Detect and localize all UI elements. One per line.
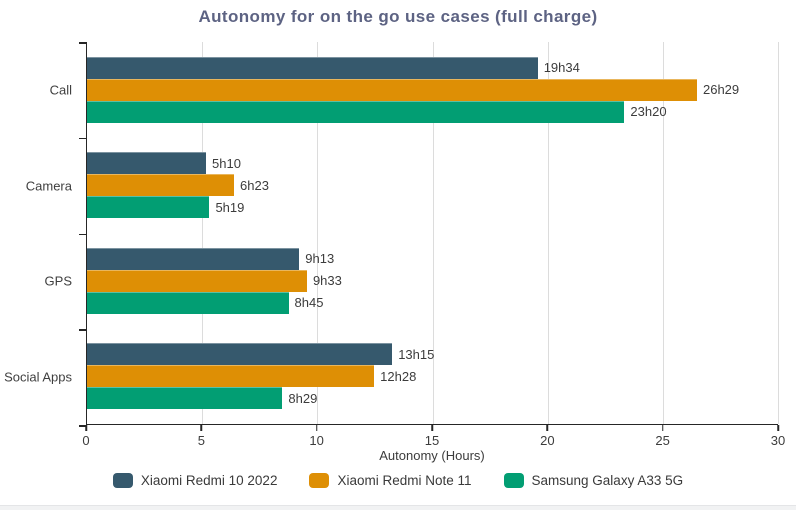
x-tick-label: 5 [197, 433, 205, 448]
bar-row: 9h33 [87, 269, 778, 292]
bar [87, 291, 289, 314]
bar-value-label: 12h28 [380, 368, 417, 384]
plot-area: 19h34 26h29 23h20 5h10 6h23 5h19 9h13 9h33 8h45 1… [86, 42, 779, 425]
category-label: Call [49, 82, 72, 98]
bar-row: 5h10 [87, 152, 778, 175]
bar [87, 343, 393, 366]
bar-row: 26h29 [87, 78, 778, 101]
x-axis-title: Autonomy (Hours) [379, 448, 485, 463]
x-axis-tick-mark [777, 425, 779, 431]
category-label: Social Apps [4, 369, 72, 385]
bar-row: 9h13 [87, 247, 778, 270]
bar-value-label: 8h29 [288, 390, 318, 406]
bar [87, 247, 300, 270]
bar-group-camera: 5h10 6h23 5h19 [87, 138, 778, 234]
x-axis-tick-mark [546, 425, 549, 431]
x-tick-label: 15 [424, 433, 440, 448]
bar [87, 56, 538, 79]
y-axis-tick-mark [79, 137, 86, 140]
bar-value-label: 8h45 [294, 295, 324, 311]
bar-row: 19h34 [87, 56, 778, 79]
bar-groups-container: 19h34 26h29 23h20 5h10 6h23 5h19 9h13 9h33 8h45 1… [87, 42, 778, 424]
gridline [202, 42, 204, 424]
bar-row: 23h20 [87, 100, 778, 123]
bar [87, 365, 375, 388]
bar [87, 196, 210, 219]
x-axis-tick-mark [431, 425, 433, 431]
x-tick-label: 20 [540, 433, 555, 448]
gridline [432, 42, 434, 424]
legend-swatch-icon [112, 473, 133, 488]
legend-label: Samsung Galaxy A33 5G [531, 473, 684, 488]
gridline [778, 42, 779, 424]
bar-value-label: 13h15 [398, 346, 435, 362]
y-axis-tick-mark [79, 233, 86, 235]
legend-item-samsung-galaxy-a33-5g[interactable]: Samsung Galaxy A33 5G [503, 473, 684, 488]
bar-value-label: 5h10 [212, 155, 241, 171]
x-tick-label: 10 [309, 433, 324, 448]
gridline [317, 42, 319, 424]
bar-row: 8h29 [87, 387, 778, 410]
bar-row: 13h15 [87, 343, 778, 366]
legend-label: Xiaomi Redmi Note 11 [337, 473, 472, 488]
bar [87, 100, 625, 123]
bar-value-label: 19h34 [543, 60, 580, 76]
bar [87, 387, 283, 410]
gridline [662, 42, 664, 424]
legend-label: Xiaomi Redmi 10 2022 [140, 473, 278, 488]
bar-row: 6h23 [87, 174, 778, 197]
category-label: Camera [25, 178, 72, 194]
bar-group-gps: 9h13 9h33 8h45 [87, 233, 778, 329]
x-axis-tick-mark [200, 425, 203, 431]
bar-value-label: 5h19 [215, 199, 245, 215]
legend: Xiaomi Redmi 10 2022 Xiaomi Redmi Note 11… [0, 473, 796, 488]
x-tick-label: 0 [82, 433, 90, 448]
legend-item-xiaomi-redmi-note-11[interactable]: Xiaomi Redmi Note 11 [309, 473, 472, 488]
y-axis-tick-mark [79, 425, 86, 427]
y-axis-tick-mark [79, 329, 86, 331]
bar-value-label: 6h23 [240, 177, 269, 193]
x-tick-label: 25 [655, 433, 670, 448]
bar-row: 12h28 [87, 365, 778, 388]
x-tick-label: 30 [770, 433, 786, 448]
x-axis-tick-mark [315, 425, 318, 431]
category-label: GPS [44, 273, 72, 289]
y-axis-tick-mark [79, 42, 86, 44]
bar-value-label: 23h20 [630, 104, 667, 120]
bar-row: 5h19 [87, 196, 778, 219]
page-bottom-strip [0, 505, 796, 510]
y-axis-category-labels: Call Camera GPS Social Apps [0, 42, 78, 425]
legend-swatch-icon [309, 473, 330, 488]
gridline [547, 42, 549, 424]
bar-group-call: 19h34 26h29 23h20 [87, 42, 778, 138]
bar-row: 8h45 [87, 291, 778, 314]
bar [87, 152, 206, 175]
bar [87, 174, 235, 197]
bar [87, 269, 307, 292]
legend-item-xiaomi-redmi-10-2022[interactable]: Xiaomi Redmi 10 2022 [112, 473, 278, 488]
bar-group-social-apps: 13h15 12h28 8h29 [87, 329, 778, 425]
x-axis-tick-mark [661, 425, 664, 431]
bar-value-label: 9h13 [305, 251, 335, 267]
x-axis-tick-mark [85, 425, 87, 431]
bar-value-label: 9h33 [312, 273, 342, 289]
legend-swatch-icon [503, 473, 524, 488]
bar-value-label: 26h29 [702, 82, 740, 98]
chart-title: Autonomy for on the go use cases (full c… [198, 7, 598, 26]
bar [87, 78, 697, 101]
